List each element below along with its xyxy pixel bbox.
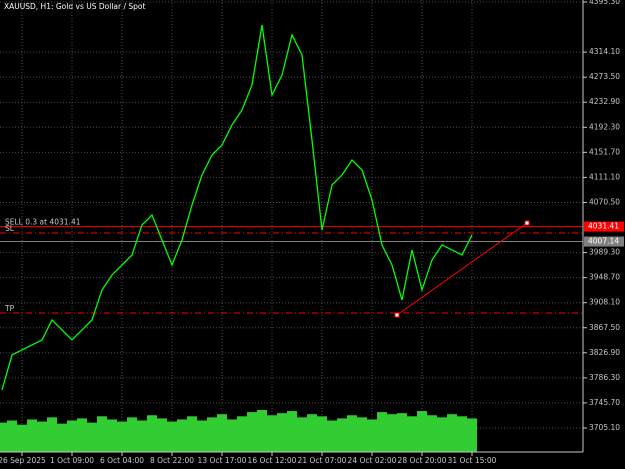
price-tag-label: 4007.14 — [588, 237, 619, 246]
y-tick-label: 4192.30 — [589, 122, 620, 131]
x-tick-label: 16 Oct 12:00 — [248, 456, 297, 465]
volume-bar — [117, 421, 127, 452]
y-tick-label: 3989.30 — [589, 248, 620, 257]
volume-bar — [77, 418, 87, 452]
volume-bar — [247, 412, 257, 452]
order-label: SL — [5, 224, 15, 233]
volume-bar — [257, 410, 267, 452]
volume-bar — [317, 416, 327, 452]
trend-anchor — [524, 220, 530, 226]
volume-bar — [467, 418, 477, 452]
y-tick-label: 3786.30 — [589, 373, 620, 382]
volume-bar — [357, 417, 367, 452]
volume-bar — [207, 417, 217, 452]
price-tag-label: 4031.41 — [588, 222, 619, 231]
y-tick-label: 3948.70 — [589, 273, 620, 282]
volume-bar — [37, 421, 47, 452]
x-tick-label: 28 Oct 20:00 — [398, 456, 447, 465]
volume-bar — [7, 420, 17, 452]
volume-bar — [237, 416, 247, 452]
volume-bar — [397, 413, 407, 452]
volume-bar — [47, 417, 57, 452]
y-tick-label: 4314.10 — [589, 47, 620, 56]
volume-bar — [267, 415, 277, 452]
volume-bar — [367, 419, 377, 452]
volume-bar — [337, 418, 347, 452]
x-tick-label: 13 Oct 17:00 — [198, 456, 247, 465]
y-tick-label: 3745.70 — [589, 398, 620, 407]
y-tick-label: 3867.50 — [589, 323, 620, 332]
volume-bar — [137, 420, 147, 452]
x-tick-label: 6 Oct 04:00 — [100, 456, 144, 465]
volume-bar — [187, 416, 197, 452]
volume-bar — [127, 417, 137, 452]
volume-bar — [17, 424, 27, 452]
volume-bar — [97, 416, 107, 452]
volume-bar — [377, 412, 387, 452]
volume-bar — [287, 411, 297, 452]
y-tick-label: 4151.70 — [589, 147, 620, 156]
volume-bar — [387, 414, 397, 452]
volume-bar — [27, 419, 37, 452]
volume-bar — [107, 419, 117, 452]
volume-bar — [157, 418, 167, 452]
price-line — [1, 24, 473, 391]
chart-title: XAUUSD, H1: Gold vs US Dollar / Spot — [4, 2, 145, 11]
volume-bar — [197, 420, 207, 452]
y-tick-label: 4232.90 — [589, 97, 620, 106]
y-tick-label: 3705.10 — [589, 423, 620, 432]
volume-bar — [327, 420, 337, 452]
volume-bar — [177, 419, 187, 452]
price-tag — [584, 236, 624, 247]
volume-bar — [57, 423, 67, 452]
y-tick-label: 3908.10 — [589, 298, 620, 307]
y-tick-label: 4273.50 — [589, 72, 620, 81]
y-tick-label: 4395.30 — [589, 0, 620, 6]
volume-bar — [437, 417, 447, 452]
order-label: TP — [4, 304, 15, 313]
trend-line — [396, 222, 528, 316]
y-tick-label: 4111.10 — [589, 172, 620, 181]
volume-bar — [407, 416, 417, 452]
volume-bar — [447, 414, 457, 452]
volume-bar — [167, 421, 177, 452]
volume-bar — [307, 414, 317, 452]
volume-bar — [217, 414, 227, 452]
volume-bar — [457, 416, 467, 452]
volume-bar — [67, 420, 77, 452]
volume-bar — [297, 417, 307, 452]
x-tick-label: 26 Sep 2025 — [0, 456, 46, 465]
volume-bar — [0, 422, 7, 452]
volume-bar — [417, 411, 427, 452]
volume-bar — [147, 415, 157, 452]
volume-bar — [347, 415, 357, 452]
order-label: SELL 0.3 at 4031.41 — [5, 218, 81, 227]
x-tick-label: 24 Oct 02:00 — [348, 456, 397, 465]
volume-bar — [227, 419, 237, 452]
x-tick-label: 21 Oct 07:00 — [298, 456, 347, 465]
x-tick-label: 1 Oct 09:00 — [50, 456, 94, 465]
volume-bar — [87, 422, 97, 452]
y-tick-label: 4070.50 — [589, 197, 620, 206]
x-tick-label: 8 Oct 22:00 — [150, 456, 194, 465]
volume-bar — [427, 415, 437, 452]
trend-anchor — [394, 312, 400, 318]
volume-bar — [277, 413, 287, 452]
y-tick-label: 3826.90 — [589, 348, 620, 357]
x-tick-label: 31 Oct 15:00 — [448, 456, 497, 465]
price-tag — [584, 221, 624, 232]
